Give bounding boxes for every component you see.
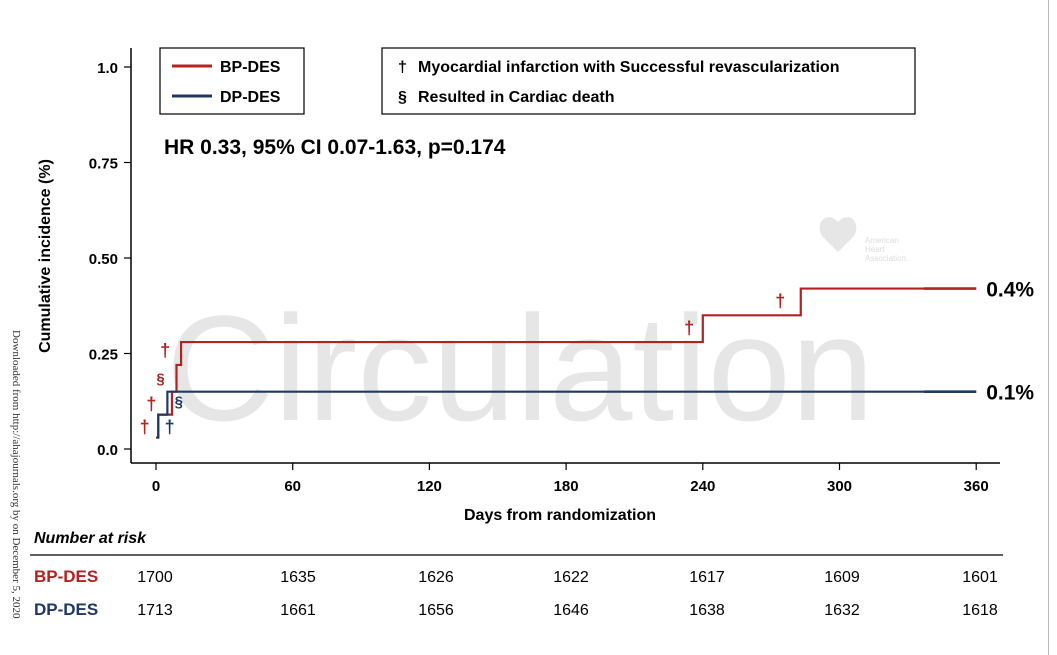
- watermark-logo-line: Association.: [865, 254, 908, 263]
- x-tick-label: 0: [152, 478, 160, 495]
- risk-cell: 1601: [962, 569, 998, 586]
- download-side-note-text: Downloaded from http://ahajournals.org b…: [10, 330, 22, 619]
- y-tick-label: 0.0: [97, 442, 118, 459]
- mi-marker-bp-des: †: [684, 318, 694, 338]
- risk-cell: 1609: [824, 569, 860, 586]
- y-tick-label: 0.75: [89, 156, 118, 173]
- y-tick-label: 0.50: [89, 251, 118, 268]
- mi-marker-bp-des: †: [160, 341, 170, 361]
- death-marker-dp-des: §: [175, 393, 183, 410]
- risk-table: BP-DES 1700 1635 1626 1622 1617 1609 1601 DP-DES…: [34, 567, 998, 619]
- risk-table-title: Number at risk: [34, 530, 147, 547]
- legend-label-bp-des: BP-DES: [220, 59, 281, 76]
- series-line-dp-des: [156, 390, 977, 439]
- symbol-legend: † Myocardial infarction with Successful …: [381, 47, 916, 115]
- y-tick-label: 1.0: [97, 60, 118, 77]
- risk-cell: 1713: [137, 602, 173, 619]
- x-axis-label: Days from randomization: [464, 507, 656, 524]
- watermark-logo-line: American: [865, 236, 899, 245]
- x-tick-label: 180: [554, 478, 579, 495]
- x-axis-ticks: 0 60 120 180 240 300 360: [152, 463, 989, 495]
- x-tick-label: 300: [827, 478, 852, 495]
- mi-marker-bp-des: †: [140, 417, 150, 437]
- watermark-text: Circulation: [166, 284, 875, 452]
- risk-cell: 1618: [962, 602, 998, 619]
- event-markers: ††§††††§: [140, 291, 786, 437]
- x-tick-label: 240: [690, 478, 715, 495]
- legend-label-dp-des: DP-DES: [220, 89, 281, 106]
- x-tick-label: 360: [964, 478, 989, 495]
- y-axis-ticks: 0.0 0.25 0.50 0.75 1.0: [89, 60, 131, 459]
- risk-cell: 1635: [280, 569, 316, 586]
- hazard-ratio-annotation: HR 0.33, 95% CI 0.07-1.63, p=0.174: [164, 136, 506, 159]
- risk-cell: 1661: [280, 602, 316, 619]
- risk-cell: 1626: [418, 569, 454, 586]
- watermark-logo-line: Heart: [865, 245, 885, 254]
- risk-cell: 1646: [553, 602, 589, 619]
- symbol-legend-mark: §: [398, 89, 407, 106]
- download-side-note: Downloaded from http://ahajournals.org b…: [2, 330, 22, 655]
- heart-logo-watermark: American Heart Association.: [819, 217, 908, 263]
- series-legend: BP-DES DP-DES: [159, 47, 305, 115]
- risk-cell: 1700: [137, 569, 173, 586]
- risk-cell: 1622: [553, 569, 589, 586]
- risk-row-label-dp-des: DP-DES: [34, 600, 98, 619]
- end-label-dp-des: 0.1%: [986, 382, 1034, 405]
- mi-marker-bp-des: †: [775, 291, 785, 311]
- risk-cell: 1638: [689, 602, 725, 619]
- symbol-legend-text: Myocardial infarction with Successful re…: [418, 59, 839, 76]
- risk-cell: 1617: [689, 569, 725, 586]
- x-tick-label: 60: [284, 478, 301, 495]
- end-labels: 0.4% 0.1%: [986, 279, 1034, 405]
- mi-marker-dp-des: †: [165, 417, 175, 437]
- risk-cell: 1656: [418, 602, 454, 619]
- end-label-bp-des: 0.4%: [986, 279, 1034, 302]
- x-tick-label: 120: [417, 478, 442, 495]
- death-marker-bp-des: §: [156, 370, 164, 387]
- risk-cell: 1632: [824, 602, 860, 619]
- page-frame-line: [1048, 0, 1049, 655]
- symbol-legend-mark: †: [398, 59, 407, 76]
- symbol-legend-text: Resulted in Cardiac death: [418, 89, 615, 106]
- mi-marker-bp-des: †: [146, 394, 156, 414]
- risk-row-label-bp-des: BP-DES: [34, 567, 98, 586]
- y-axis-label: Cumulative incidence (%): [37, 159, 54, 353]
- series-layer: [156, 287, 977, 439]
- y-tick-label: 0.25: [89, 347, 118, 364]
